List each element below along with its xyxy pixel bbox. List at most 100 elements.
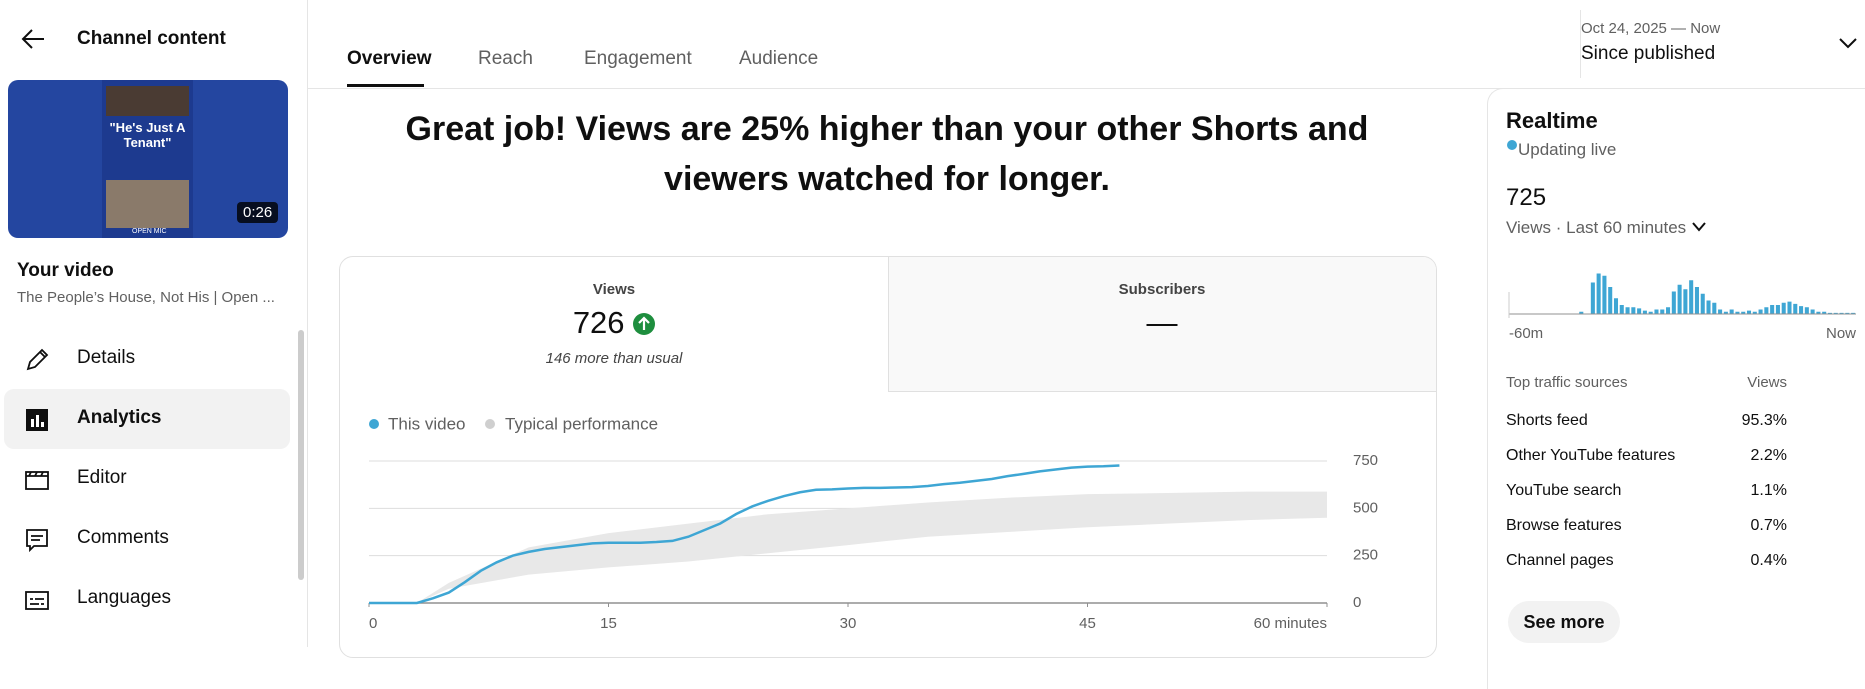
menu-item[interactable]: Languages bbox=[4, 569, 290, 629]
bar bbox=[1648, 311, 1653, 314]
bar bbox=[1729, 309, 1734, 314]
see-more-button[interactable]: See more bbox=[1508, 601, 1620, 643]
bar bbox=[1700, 293, 1705, 314]
bar bbox=[1619, 305, 1624, 314]
bar bbox=[1804, 307, 1809, 314]
bar bbox=[1793, 303, 1798, 314]
typical-band bbox=[416, 491, 1327, 603]
thumbnail-text: "He's Just A Tenant" bbox=[109, 120, 186, 150]
bar bbox=[1746, 310, 1752, 314]
menu-item[interactable]: Analytics bbox=[4, 389, 290, 449]
traffic-share: 95.3% bbox=[1741, 412, 1787, 429]
traffic-row: Browse features 0.7% bbox=[1506, 517, 1787, 535]
bar bbox=[1775, 305, 1780, 314]
traffic-source: Channel pages bbox=[1506, 552, 1614, 569]
tab[interactable]: Overview bbox=[347, 48, 432, 69]
date-label[interactable]: Since published bbox=[1581, 43, 1716, 64]
header-cell: Views bbox=[1747, 374, 1787, 391]
video-thumbnail[interactable]: "He's Just A Tenant" OPEN MIC 0:26 bbox=[8, 80, 288, 238]
metric-tab-bg bbox=[888, 257, 1436, 392]
bar bbox=[1694, 287, 1699, 314]
menu-item[interactable]: Comments bbox=[4, 509, 290, 569]
bar bbox=[1608, 287, 1613, 314]
menu-item[interactable]: Details bbox=[4, 329, 290, 389]
dropdown-chevron[interactable] bbox=[1838, 36, 1858, 50]
y-tick-label: 750 bbox=[1353, 452, 1378, 469]
video-title: The People’s House, Not His | Open ... bbox=[17, 289, 275, 306]
x-tick-label: 0 bbox=[369, 615, 377, 632]
x-tick-label: 45 bbox=[1079, 615, 1096, 632]
thumbnail-image bbox=[106, 180, 189, 228]
bar bbox=[1613, 298, 1619, 314]
bar bbox=[1654, 309, 1659, 314]
traffic-row: YouTube search 1.1% bbox=[1506, 482, 1787, 500]
bar bbox=[1642, 310, 1647, 314]
thumbnail-frame: "He's Just A Tenant" OPEN MIC bbox=[102, 80, 193, 238]
views-chart: This video Typical performance 0 250 500 750 0… bbox=[368, 414, 1378, 632]
sidebar: Channel content "He's Just A Tenant" OPE… bbox=[0, 0, 308, 647]
legend-label: This video bbox=[388, 414, 465, 433]
bar bbox=[1689, 280, 1694, 314]
traffic-source: YouTube search bbox=[1506, 482, 1622, 499]
tab[interactable]: Reach bbox=[478, 48, 533, 69]
legend-label: Typical performance bbox=[505, 414, 658, 433]
metric-number: 726 bbox=[572, 305, 625, 340]
bar bbox=[1625, 307, 1630, 314]
y-tick-label: 250 bbox=[1353, 547, 1378, 564]
realtime-value: 725 bbox=[1506, 184, 1547, 211]
x-tick-label: 60 minutes bbox=[1254, 615, 1327, 632]
traffic-share: 2.2% bbox=[1750, 447, 1787, 464]
metric-label: Subscribers bbox=[1118, 281, 1206, 298]
sidebar-title: Channel content bbox=[77, 28, 226, 49]
bar bbox=[1851, 312, 1856, 314]
bar bbox=[1839, 312, 1844, 314]
bar bbox=[1602, 275, 1607, 314]
bar bbox=[1810, 309, 1815, 314]
traffic-share: 0.7% bbox=[1750, 517, 1787, 534]
bar bbox=[1741, 311, 1746, 314]
menu-label: Languages bbox=[77, 587, 172, 608]
traffic-row: Channel pages 0.4% bbox=[1506, 552, 1787, 570]
metric-note: 146 more than usual bbox=[545, 350, 683, 367]
live-dot bbox=[1507, 140, 1517, 150]
bar bbox=[1827, 312, 1832, 314]
bar bbox=[1706, 300, 1711, 314]
x-label: -60m bbox=[1509, 325, 1543, 342]
x-label: Now bbox=[1826, 325, 1856, 342]
bar bbox=[1671, 291, 1676, 314]
x-tick-label: 30 bbox=[840, 615, 857, 632]
bar bbox=[1666, 307, 1671, 314]
y-tick-label: 0 bbox=[1353, 594, 1361, 611]
date-range[interactable]: Oct 24, 2025 — Now bbox=[1581, 20, 1721, 37]
thumbnail-badge: OPEN MIC bbox=[132, 228, 167, 235]
bar bbox=[1845, 312, 1850, 314]
realtime-metric[interactable]: Views · Last 60 minutes bbox=[1506, 218, 1707, 238]
traffic-source: Shorts feed bbox=[1506, 412, 1588, 429]
scrollbar bbox=[298, 330, 304, 580]
menu-label: Editor bbox=[77, 467, 127, 488]
x-tick-label: 15 bbox=[600, 615, 617, 632]
traffic-header: Top traffic sources Views bbox=[1506, 374, 1787, 391]
tab[interactable]: Audience bbox=[739, 48, 819, 69]
bar bbox=[1799, 306, 1804, 314]
back-button[interactable] bbox=[20, 27, 46, 51]
bar bbox=[1660, 309, 1665, 314]
up-icon bbox=[633, 313, 656, 335]
bar bbox=[1787, 301, 1792, 314]
bar bbox=[1822, 311, 1827, 314]
menu-item[interactable]: Editor bbox=[4, 449, 290, 509]
realtime-chart: -60m Now bbox=[1508, 273, 1856, 342]
header-cell: Top traffic sources bbox=[1506, 374, 1628, 391]
traffic-row: Shorts feed 95.3% bbox=[1506, 412, 1787, 430]
bar bbox=[1816, 311, 1821, 314]
headline: Great job! Views are 25% higher than you… bbox=[405, 110, 1369, 198]
bar bbox=[1631, 307, 1636, 314]
bar bbox=[1579, 311, 1584, 314]
menu-label: Analytics bbox=[77, 407, 162, 428]
tab[interactable]: Engagement bbox=[584, 48, 692, 69]
realtime-title: Realtime bbox=[1506, 108, 1598, 133]
metrics-card: Views 726 146 more than usual Subscriber… bbox=[339, 256, 1437, 658]
traffic-source: Other YouTube features bbox=[1506, 447, 1676, 464]
legend-dot bbox=[485, 419, 495, 429]
